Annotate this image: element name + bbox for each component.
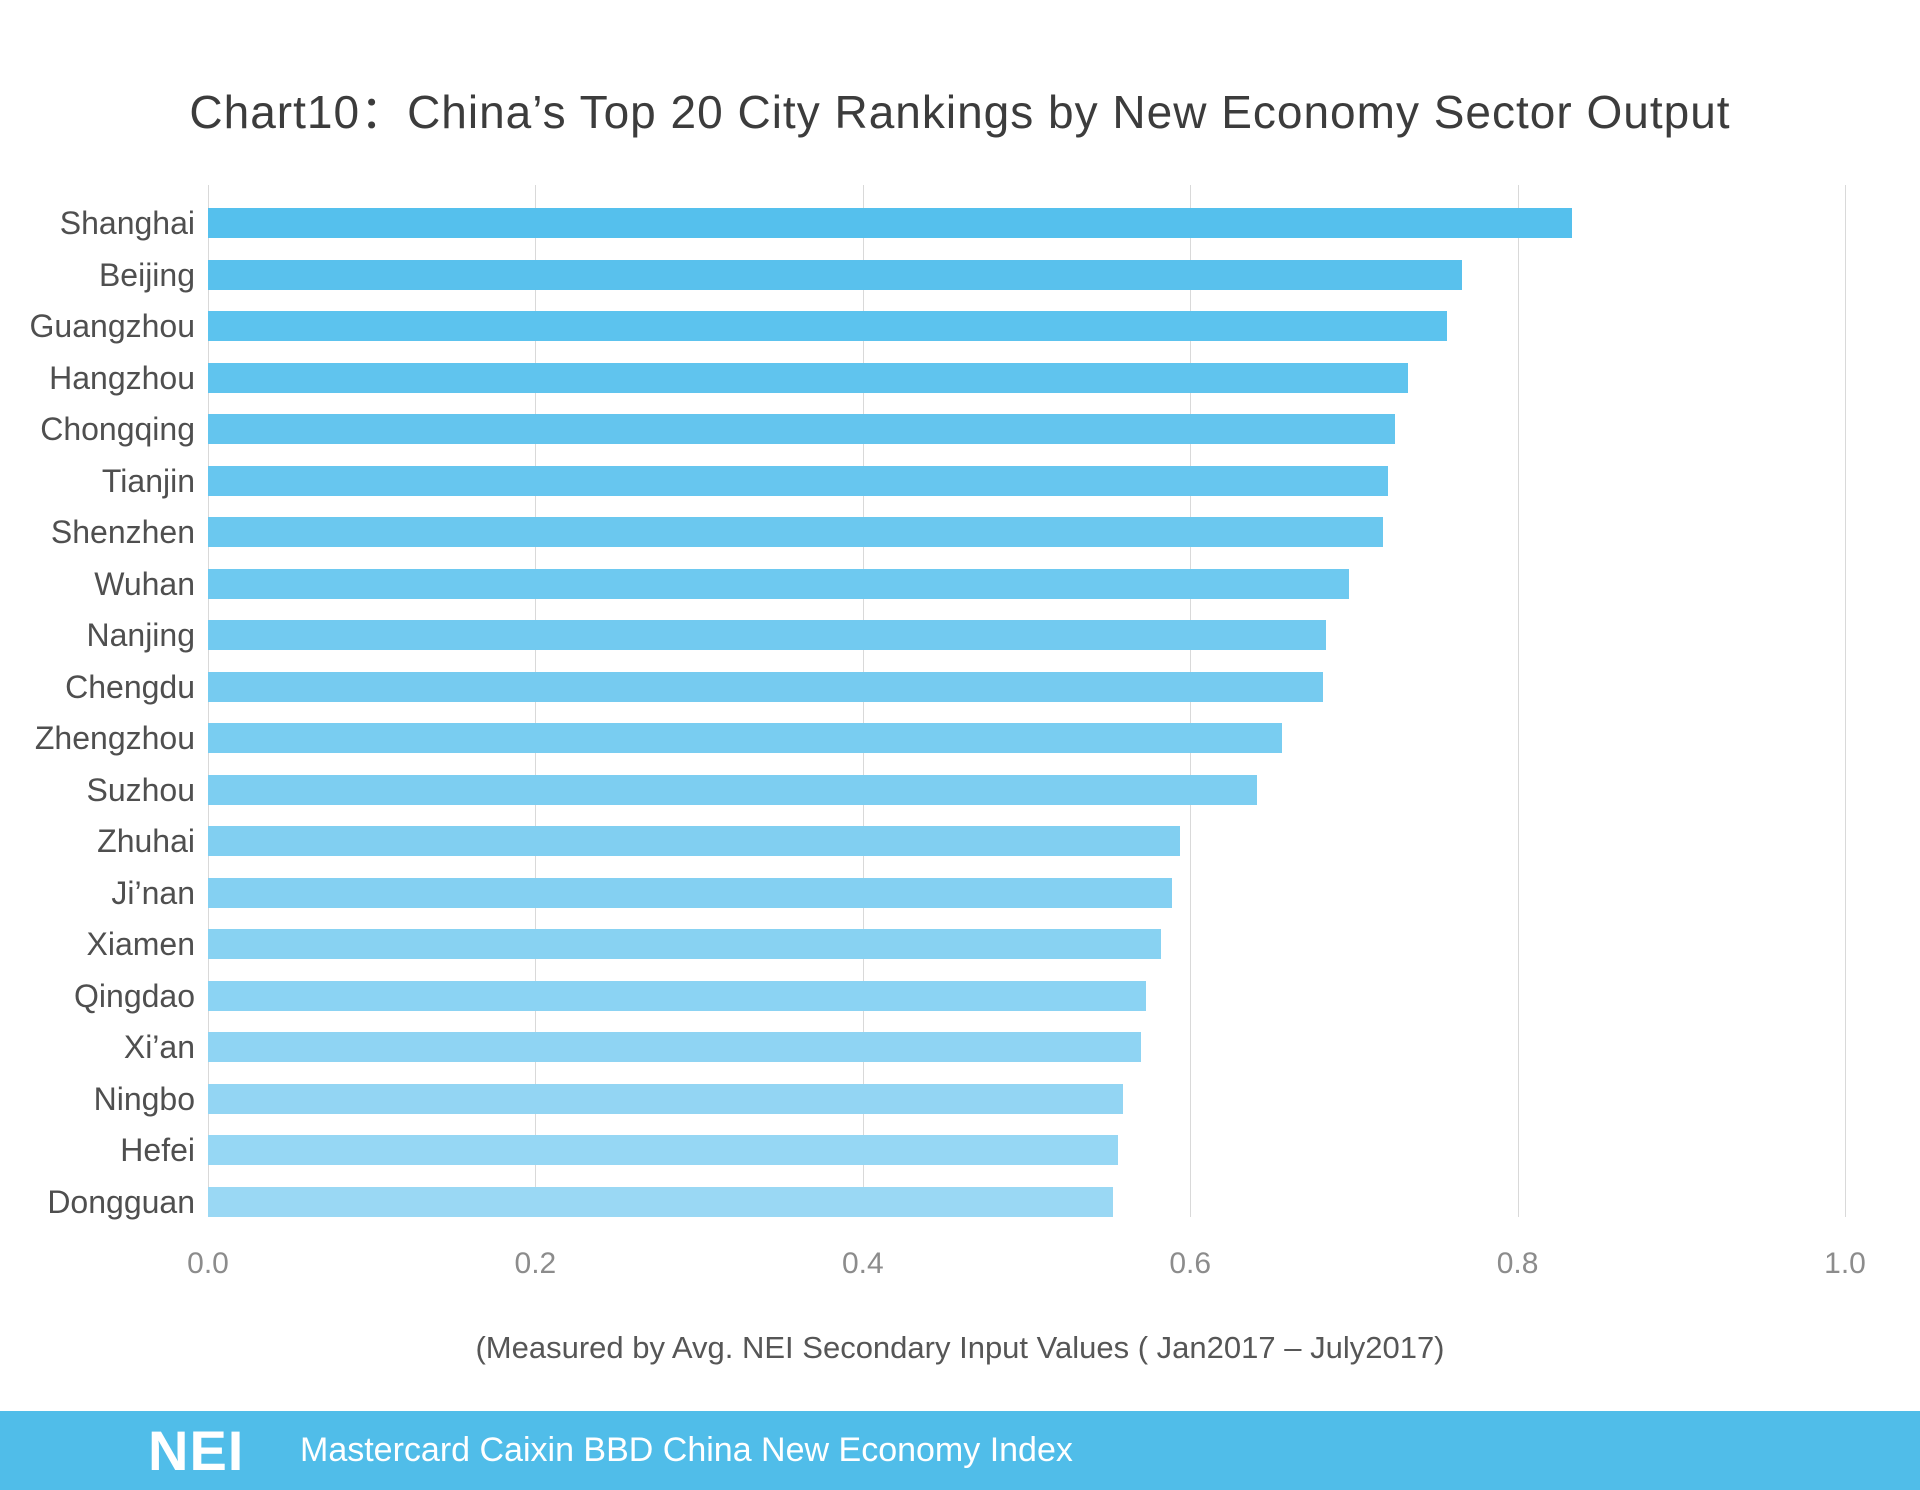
gridline-x-1.0 (1845, 185, 1846, 1217)
bar-jinan (208, 877, 1173, 908)
bar-shanghai (208, 208, 1572, 238)
chart-title: Chart10：China’s Top 20 City Rankings by … (189, 86, 1731, 138)
x-tick-0.8: 0.8 (1496, 1247, 1539, 1280)
y-label-tianjin: Tianjin (101, 462, 195, 499)
y-label-guangzhou: Guangzhou (29, 308, 195, 344)
y-label-xian: Xi’an (123, 1029, 195, 1065)
y-label-hangzhou: Hangzhou (49, 359, 195, 396)
bar-wuhan (208, 568, 1349, 599)
bar-chongqing (208, 414, 1395, 444)
y-label-wuhan: Wuhan (94, 565, 195, 602)
bar-xian (208, 1032, 1142, 1062)
bar-zhengzhou (208, 723, 1282, 753)
y-label-jinan: Ji’nan (111, 874, 195, 911)
bar-qingdao (208, 980, 1146, 1011)
footer-band: NEI Mastercard Caixin BBD China New Econ… (0, 1411, 1920, 1490)
footer-title: Mastercard Caixin BBD China New Economy … (300, 1431, 1073, 1469)
bar-suzhou (208, 774, 1258, 805)
y-label-chongqing: Chongqing (40, 411, 195, 447)
bar-shenzhen (208, 517, 1384, 547)
bar-beijing (208, 259, 1462, 290)
y-label-shenzhen: Shenzhen (50, 514, 195, 550)
y-label-dongguan: Dongguan (47, 1183, 195, 1220)
y-label-qingdao: Qingdao (74, 977, 195, 1014)
gridline-x-0.8 (1517, 185, 1519, 1217)
x-tick-0.4: 0.4 (841, 1247, 884, 1280)
bar-ningbo (208, 1083, 1124, 1114)
y-label-ningbo: Ningbo (93, 1080, 195, 1117)
y-label-suzhou: Suzhou (86, 771, 195, 808)
plot-area (208, 185, 1846, 1217)
y-label-nanjing: Nanjing (86, 617, 195, 653)
bar-tianjin (208, 465, 1389, 496)
y-label-zhuhai: Zhuhai (97, 823, 195, 859)
x-tick-0.0: 0.0 (187, 1247, 229, 1280)
y-label-shanghai: Shanghai (59, 205, 195, 241)
x-tick-1.0: 1.0 (1824, 1247, 1866, 1280)
bar-dongguan (208, 1186, 1114, 1217)
nei-logo: NEI (148, 1419, 245, 1482)
bar-hangzhou (208, 362, 1408, 393)
x-tick-0.2: 0.2 (514, 1247, 557, 1280)
bar-guangzhou (208, 311, 1448, 341)
y-label-chengdu: Chengdu (65, 668, 195, 705)
x-axis-caption: (Measured by Avg. NEI Secondary Input Va… (475, 1330, 1445, 1365)
bar-chengdu (208, 671, 1323, 702)
y-label-beijing: Beijing (98, 256, 195, 293)
bar-hefei (208, 1135, 1119, 1165)
y-label-xiamen: Xiamen (86, 926, 196, 962)
y-label-hefei: Hefei (120, 1132, 195, 1168)
x-tick-0.6: 0.6 (1169, 1247, 1212, 1280)
bar-xiamen (208, 929, 1161, 959)
y-label-zhengzhou: Zhengzhou (34, 720, 195, 756)
bar-nanjing (208, 620, 1327, 650)
bar-zhuhai (208, 826, 1181, 856)
